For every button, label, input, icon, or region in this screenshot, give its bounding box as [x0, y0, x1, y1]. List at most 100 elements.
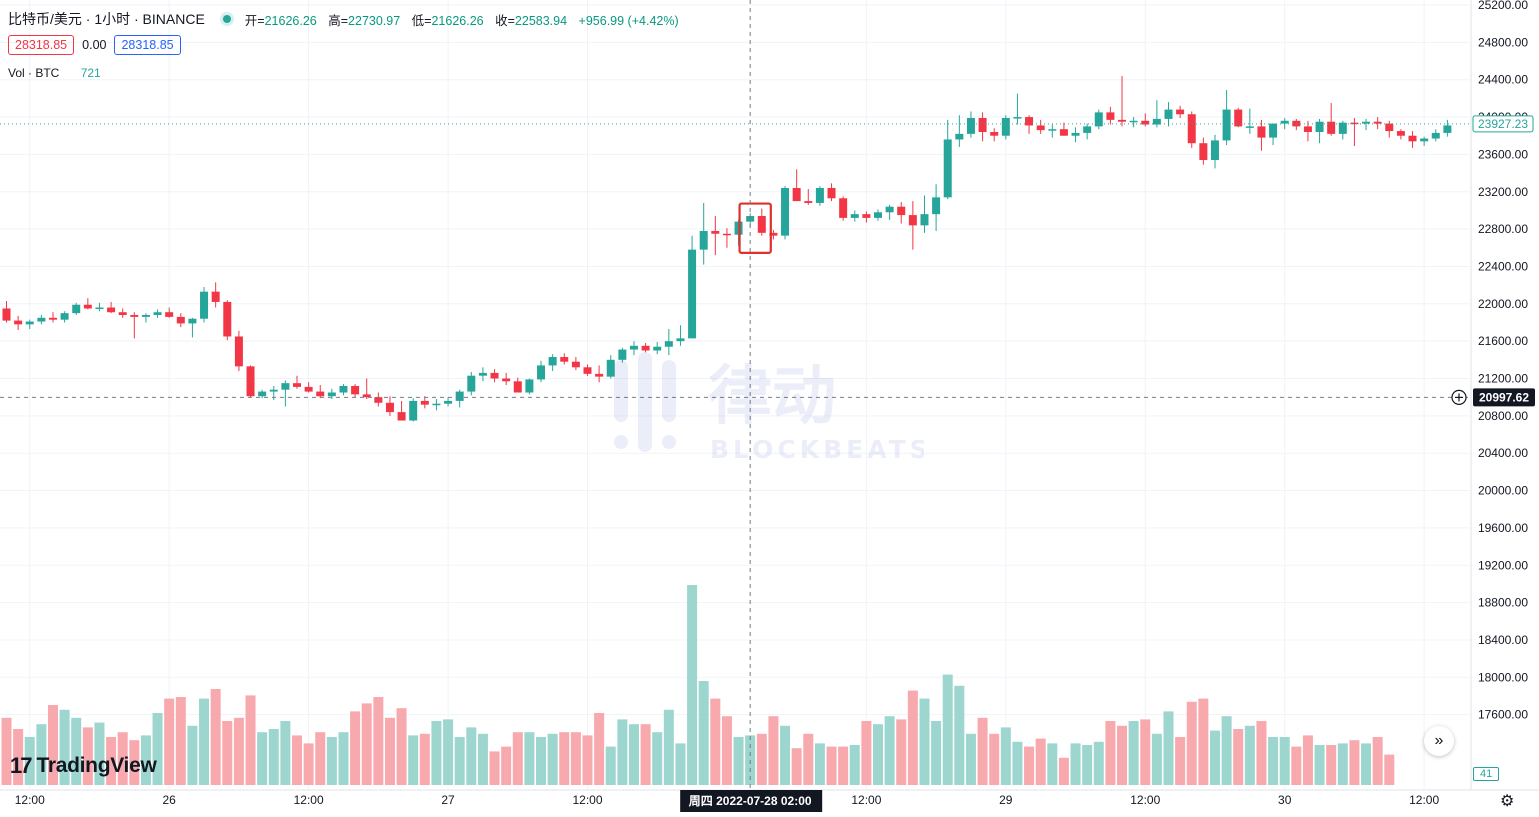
candle-body — [1199, 143, 1208, 161]
candle-body — [1385, 123, 1394, 132]
tradingview-logo-icon: 17 — [10, 753, 33, 778]
candle-body — [1234, 109, 1243, 127]
volume-bar — [1105, 721, 1116, 785]
volume-bar — [454, 737, 465, 785]
close-label: 收= — [495, 13, 515, 28]
crosshair-time-tag — [680, 790, 823, 812]
candle-body — [246, 366, 255, 397]
volume-bar — [59, 709, 70, 785]
volume-bar — [849, 745, 860, 785]
candle-body — [1083, 126, 1092, 133]
volume-bar — [1, 717, 12, 785]
candle-body — [966, 117, 975, 134]
volume-bar — [1047, 743, 1058, 785]
y-tick-label: 18400.00 — [1478, 633, 1528, 647]
candle-body — [769, 232, 778, 236]
volume-bar — [989, 733, 1000, 785]
volume-bar — [814, 743, 825, 785]
candle-body — [1106, 112, 1115, 120]
volume-bar — [13, 729, 24, 785]
candle-body — [1280, 120, 1289, 124]
candle-body — [1013, 117, 1022, 119]
volume-bar — [756, 733, 767, 785]
candle-body — [1210, 140, 1219, 161]
crosshair-price-tag — [1473, 388, 1535, 407]
candle-body — [1303, 126, 1312, 132]
sell-button[interactable]: 28318.85 — [8, 35, 75, 55]
candle-body — [14, 320, 23, 325]
candle-body — [537, 365, 546, 380]
volume-bar — [1361, 743, 1372, 785]
candle-body — [1269, 123, 1278, 138]
volume-bar — [1070, 743, 1081, 785]
candle-body — [641, 345, 650, 351]
x-tick-label: 12:00 — [294, 793, 324, 807]
volume-legend[interactable]: Vol · BTC 721 — [8, 66, 101, 80]
candle-body — [699, 230, 708, 250]
volume-bar — [582, 735, 593, 785]
candle-body — [141, 315, 150, 317]
buy-button[interactable]: 28318.85 — [114, 35, 181, 55]
candle-body — [200, 291, 209, 319]
volume-bar — [640, 724, 651, 785]
candle-body — [258, 391, 267, 397]
volume-bar — [907, 690, 918, 785]
spread-value: 0.00 — [82, 38, 107, 52]
candle-body — [920, 214, 929, 226]
volume-bar — [954, 685, 965, 785]
candle-body — [1327, 121, 1336, 134]
candle-body — [1048, 129, 1057, 131]
volume-bar — [884, 716, 895, 785]
volume-bar — [164, 698, 175, 785]
y-tick-label: 17600.00 — [1478, 708, 1528, 722]
candle-body — [1141, 120, 1150, 125]
volume-bar — [919, 698, 930, 785]
x-tick-label: 12:00 — [851, 793, 881, 807]
candle-body — [2, 308, 11, 321]
scroll-to-realtime-button[interactable]: » — [1424, 726, 1454, 756]
volume-bar — [1256, 721, 1267, 785]
candle-body — [165, 312, 174, 317]
symbol-title[interactable]: 比特币/美元 · 1小时 · BINANCE — [8, 11, 205, 27]
ohlc-values: 开=21626.26 高=22730.97 低=21626.26 收=22583… — [245, 10, 687, 29]
volume-bar — [199, 698, 210, 785]
candle-body — [234, 336, 243, 367]
volume-bar — [361, 703, 372, 785]
candle-body — [153, 312, 162, 316]
candle-body — [676, 338, 685, 342]
candle-body — [1001, 117, 1010, 136]
tradingview-logo[interactable]: 17 TradingView — [10, 753, 157, 779]
settings-gear-icon[interactable]: ⚙ — [1500, 793, 1515, 810]
candle-body — [1338, 122, 1347, 134]
volume-bar — [1349, 740, 1360, 785]
volume-bar — [1384, 754, 1395, 785]
candle-body — [1396, 131, 1405, 136]
y-tick-label: 22800.00 — [1478, 222, 1528, 236]
candle-body — [1025, 117, 1034, 126]
volume-bar — [501, 746, 512, 785]
open-label: 开= — [244, 13, 265, 28]
candle-body — [455, 391, 464, 401]
volume-bar — [721, 716, 732, 785]
y-tick-label: 19200.00 — [1478, 558, 1528, 572]
candle-body — [83, 304, 92, 309]
candle-body — [1152, 118, 1161, 125]
volume-bar — [257, 732, 268, 785]
volume-bar — [512, 732, 523, 785]
candle-body — [908, 215, 917, 226]
volume-bar — [489, 751, 500, 785]
volume-bar — [1209, 730, 1220, 785]
candle-body — [1118, 119, 1127, 122]
y-tick-label: 20800.00 — [1478, 409, 1528, 423]
price-axis-background — [1470, 0, 1539, 817]
volume-bar — [71, 717, 82, 785]
double-chevron-right-icon: » — [1434, 732, 1444, 749]
volume-bar — [24, 737, 35, 785]
volume-bar — [1244, 725, 1255, 785]
volume-bar — [652, 732, 663, 785]
volume-bar — [977, 717, 988, 785]
candle-body — [211, 291, 220, 302]
volume-bar — [1035, 738, 1046, 785]
candle-body — [839, 198, 848, 218]
